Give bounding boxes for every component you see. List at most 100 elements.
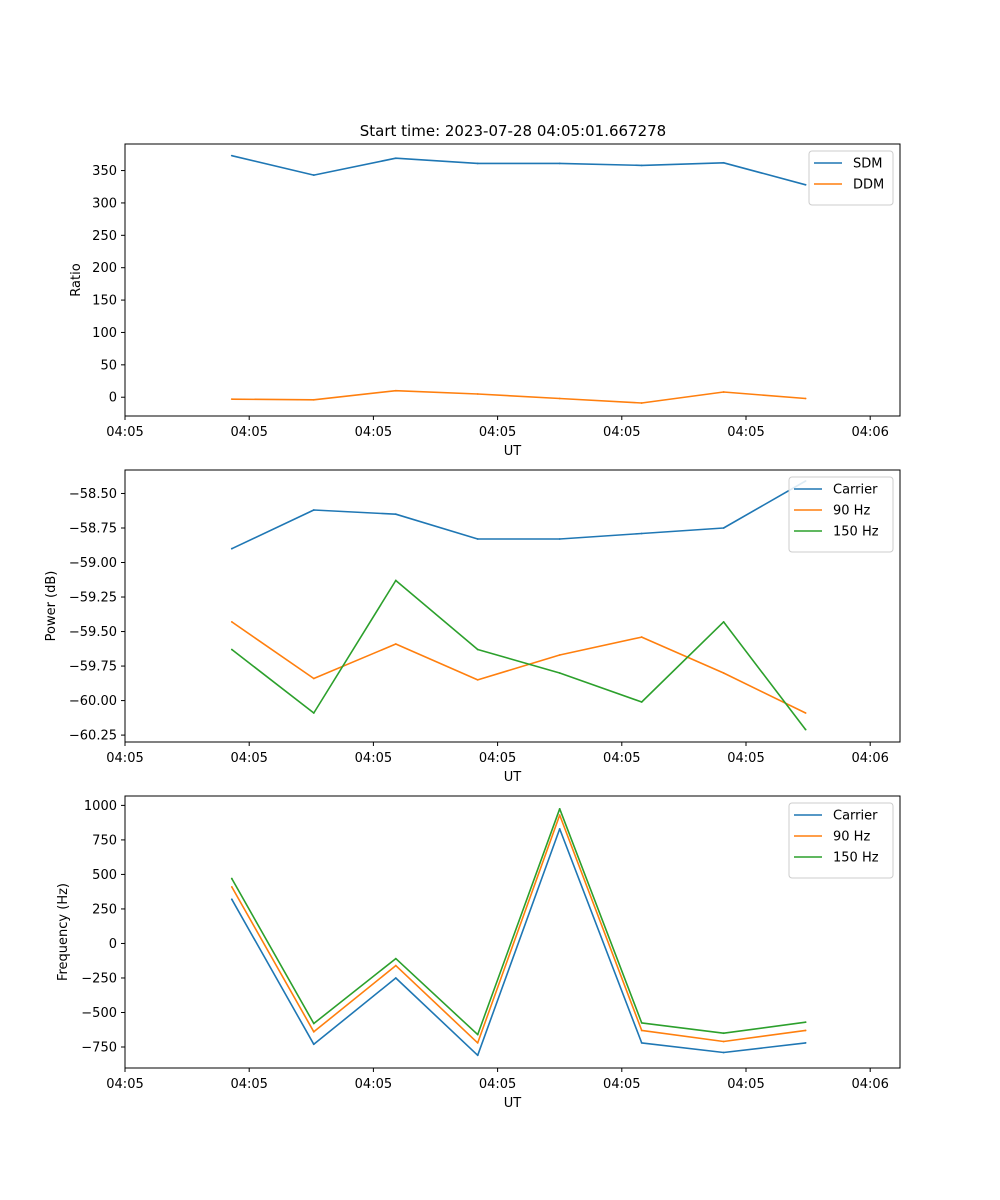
x-tick-label: 04:06 [851,1077,888,1092]
data-point [804,1029,807,1032]
data-point [476,538,479,540]
data-point [640,402,643,404]
y-tick-label: 250 [92,902,117,917]
data-point [722,527,725,529]
x-tick-label: 04:05 [727,1077,764,1092]
y-axis-label: Power (dB) [44,571,59,642]
data-point [558,814,561,816]
data-point [312,677,315,680]
data-point [230,620,233,623]
y-tick-label: 50 [100,358,117,373]
data-point [230,648,233,651]
y-tick-label: 200 [92,261,117,276]
legend-label: Carrier [833,809,878,824]
series-line-sdm [231,154,806,186]
data-point [312,398,315,401]
data-point [476,1041,479,1044]
legend: Carrier 90 Hz 150 Hz [788,476,894,553]
data-point [230,547,233,550]
x-tick-label: 04:05 [230,425,267,440]
y-tick-label: 500 [92,868,117,883]
x-tick-label: 04:05 [727,425,764,440]
data-point [640,636,643,638]
data-point [230,885,233,888]
data-point [476,1033,479,1036]
x-tick-label: 04:05 [603,1077,640,1092]
axes-frame [124,469,901,743]
data-point [558,654,561,656]
y-axis-label: Ratio [69,263,84,296]
data-point [394,513,397,516]
x-tick-label: 04:05 [230,1077,267,1092]
chart-1: 04:05 04:05 04:05 04:05 04:05 04:05 04:06 0 50 10… [69,143,901,459]
chart-3: 04:05 04:05 04:05 04:05 04:05 04:05 04:06 −750 −… [56,795,901,1111]
series-line-carrier [231,828,806,1057]
data-point [476,1054,479,1057]
data-point [804,397,807,400]
x-tick-label: 04:05 [479,425,516,440]
series-line-90-hz [231,814,806,1044]
data-point [558,827,561,830]
y-tick-label: 300 [92,196,117,211]
data-point [558,672,561,674]
data-point [722,620,725,623]
data-point [476,162,479,165]
legend: Carrier 90 Hz 150 Hz [788,802,894,879]
legend-label: 90 Hz [833,830,870,845]
data-point [804,728,807,731]
data-point [312,1022,315,1025]
data-point [312,509,315,511]
x-tick-label: 04:05 [106,1077,143,1092]
x-tick-label: 04:05 [603,425,640,440]
x-tick-label: 04:05 [727,751,764,766]
data-point [558,807,561,810]
x-tick-label: 04:05 [479,751,516,766]
y-tick-label: −250 [81,971,117,986]
x-axis-label: UT [504,444,522,459]
y-tick-label: −59.75 [69,660,117,675]
y-tick-label: −58.75 [69,521,117,536]
data-point [722,1051,725,1054]
data-point [312,174,315,176]
legend-label: 150 Hz [833,525,879,540]
x-tick-label: 04:05 [106,751,143,766]
x-tick-label: 04:05 [355,425,392,440]
axes-frame [124,143,901,417]
data-point [640,701,643,703]
legend-label: SDM [853,157,882,172]
data-point [640,1041,643,1044]
y-tick-label: −58.50 [69,487,117,502]
data-point [640,164,643,167]
data-point [476,393,479,395]
x-tick-label: 04:05 [479,1077,516,1092]
y-tick-label: 1000 [84,799,117,814]
data-point [804,712,807,714]
legend-label: 90 Hz [833,504,870,519]
series-line-150-hz [231,579,807,731]
x-axis-label: UT [504,1096,522,1111]
legend-label: DDM [853,178,884,193]
series-line-ddm [231,389,806,404]
legend-label: Carrier [833,483,878,498]
y-tick-label: −59.00 [69,556,117,571]
data-point [394,389,397,392]
y-tick-label: −60.00 [69,694,117,709]
y-tick-label: −59.25 [69,591,117,606]
legend-box [808,150,894,206]
legend-label: 150 Hz [833,851,879,866]
charts-container: 04:05 04:05 04:05 04:05 04:05 04:05 04:06 0 50 10… [44,143,901,1111]
data-point [394,157,397,160]
data-point [722,1032,725,1035]
data-point [230,398,233,401]
y-tick-label: 250 [92,229,117,244]
data-point [722,161,725,164]
y-tick-label: 100 [92,326,117,341]
data-point [722,672,725,674]
data-point [640,1029,643,1032]
data-point [394,957,397,960]
series-line-carrier [231,480,806,550]
data-point [476,648,479,651]
legend: SDM DDM [808,150,894,206]
data-point [394,579,397,582]
